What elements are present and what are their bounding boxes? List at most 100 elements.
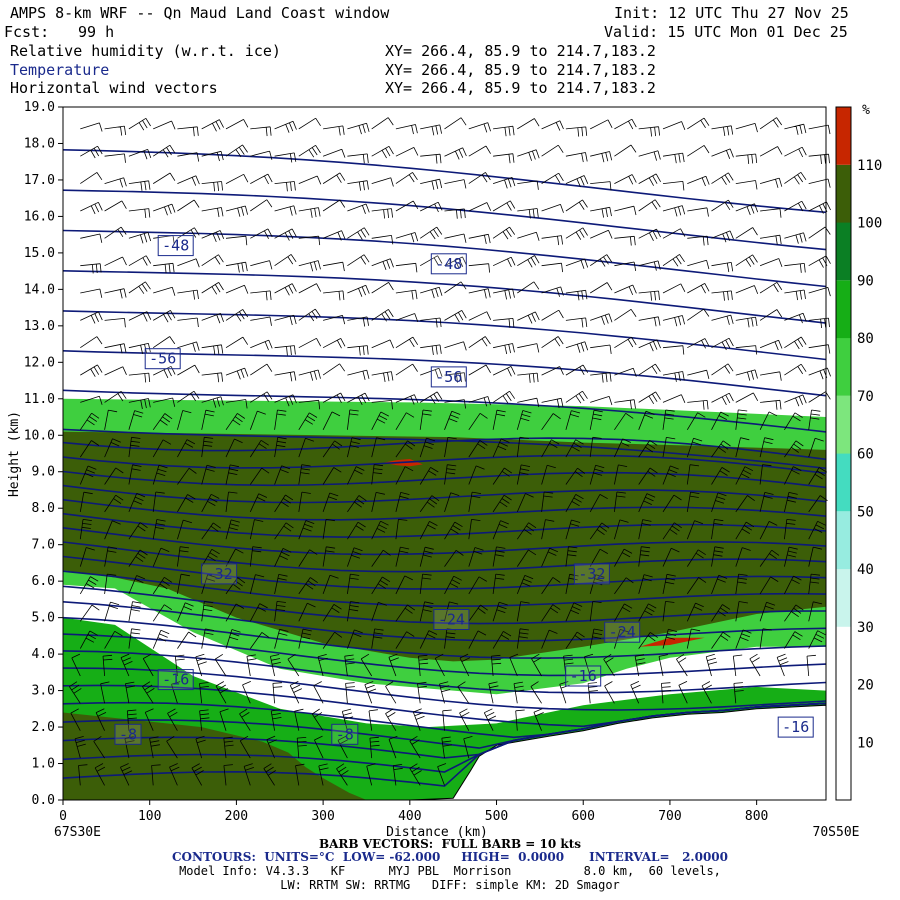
- contour-label-1: -48: [430, 253, 467, 275]
- wind-barb-477: [541, 519, 555, 540]
- wind-barb-600: [662, 181, 685, 191]
- wind-barb-155: [225, 629, 241, 649]
- wind-barb-625: [701, 681, 712, 704]
- wind-barb-178: [242, 681, 251, 704]
- wind-barb-186: [249, 467, 270, 485]
- wind-barb-387: [444, 437, 457, 458]
- wind-barb-85: [152, 491, 165, 512]
- wind-barb-689: [759, 117, 783, 130]
- wind-barb-65: [128, 372, 151, 383]
- wind-barb-192: [250, 316, 272, 326]
- wind-barb-295: [347, 227, 370, 240]
- wind-barb-52: [126, 709, 137, 731]
- wind-barb-56: [128, 601, 142, 622]
- wind-barb-216: [274, 345, 296, 356]
- wind-barb-219: [274, 254, 297, 267]
- field-name-temperature: Temperature: [10, 61, 110, 79]
- wind-barb-359: [419, 521, 438, 540]
- x-tick-label: 500: [485, 809, 508, 824]
- wind-barb-102: [167, 708, 178, 731]
- wind-barb-176: [239, 735, 251, 759]
- wind-barb-125: [191, 763, 204, 786]
- wind-barb-394: [444, 256, 467, 269]
- wind-barb-162: [225, 438, 243, 458]
- wind-barb-75: [151, 764, 161, 786]
- wind-barb-443: [492, 200, 516, 212]
- wind-barb-35: [104, 494, 124, 513]
- wind-barb-353: [417, 681, 427, 704]
- wind-barb-206: [274, 601, 286, 622]
- wind-barb-27: [95, 708, 107, 731]
- wind-barb-616: [687, 338, 710, 349]
- wind-barb-217: [274, 314, 297, 326]
- wind-barb-687: [759, 177, 783, 188]
- wind-barb-222: [274, 181, 296, 192]
- wind-barb-276: [337, 735, 349, 759]
- isotherm-19: [62, 470, 827, 489]
- wind-barb-650: [735, 601, 748, 622]
- wind-barb-274: [323, 125, 345, 136]
- wind-barb-292: [347, 316, 369, 327]
- wind-barb-154: [214, 653, 227, 677]
- wind-barb-240: [298, 369, 321, 381]
- wind-barb-438: [493, 343, 515, 355]
- wind-barb-156: [225, 603, 245, 622]
- wind-barb-200: [263, 763, 276, 786]
- wind-barb-635: [711, 411, 729, 430]
- field-xy-temperature: XY= 266.4, 85.9 to 214.7,183.2: [385, 61, 656, 79]
- contour-label-text: -32: [578, 565, 605, 583]
- y-tick-label: 15.0: [24, 246, 55, 261]
- wind-barb-392: [444, 310, 467, 323]
- wind-barb-357: [419, 573, 432, 594]
- wind-barb-370: [419, 226, 443, 240]
- contours-note: CONTOURS: UNITS=°C LOW= -62.000 HIGH= 0.…: [171, 850, 729, 864]
- wind-barb-537: [604, 681, 615, 704]
- wind-barb-210: [274, 494, 294, 513]
- wind-barb-145: [201, 230, 225, 243]
- cross-section-chart: -48 -48 -56 -56 -32 -32 -24 -24 -16 -16 -8 -8 -16 0.…: [7, 100, 882, 840]
- x-tick-label: 700: [658, 809, 681, 824]
- y-tick-label: 10.0: [24, 428, 55, 443]
- wind-barb-275: [336, 763, 349, 786]
- wind-barb-706: [784, 232, 807, 244]
- wind-barb-634: [711, 440, 731, 458]
- wind-barb-137: [201, 436, 214, 458]
- wind-barb-86: [152, 464, 168, 485]
- isotherm-5: [62, 684, 827, 728]
- wind-barb-136: [201, 464, 216, 485]
- wind-barb-722: [808, 367, 831, 380]
- wind-barb-159: [225, 519, 240, 540]
- wind-barb-39: [104, 390, 127, 403]
- field-name-rh: Relative humidity (w.r.t. ice): [10, 42, 281, 60]
- wind-barb-288: [347, 409, 359, 430]
- wind-barb-660: [735, 345, 758, 355]
- wind-barb-204: [270, 654, 281, 677]
- wind-barb-171: [225, 205, 248, 217]
- wind-barb-517: [589, 628, 603, 649]
- wind-barb-310: [371, 492, 385, 512]
- isotherm-18: [62, 484, 827, 504]
- wind-barb-270: [322, 230, 346, 241]
- wind-barb-38: [104, 409, 118, 430]
- wind-barb-602: [662, 121, 686, 131]
- wind-barb-367: [420, 317, 442, 328]
- wind-barb-342: [395, 313, 419, 323]
- colorbar-label: 70: [857, 389, 874, 405]
- wind-barb-62: [128, 436, 141, 458]
- wind-barb-533: [590, 206, 612, 218]
- wind-barb-161: [225, 464, 239, 485]
- wind-barb-623: [687, 145, 710, 157]
- wind-barb-665: [735, 203, 759, 216]
- wind-barb-266: [322, 338, 346, 349]
- wind-barb-564: [638, 546, 651, 567]
- wind-barb-661: [735, 316, 758, 328]
- wind-barb-649: [735, 629, 752, 649]
- wind-barb-76: [149, 736, 160, 759]
- wind-barb-609: [686, 520, 704, 540]
- wind-barb-518: [589, 601, 602, 622]
- wind-barb-164: [225, 399, 248, 409]
- wind-barb-363: [419, 409, 432, 430]
- wind-barb-566: [638, 493, 656, 513]
- wind-barb-698: [784, 440, 804, 458]
- wind-barb-248: [298, 144, 321, 158]
